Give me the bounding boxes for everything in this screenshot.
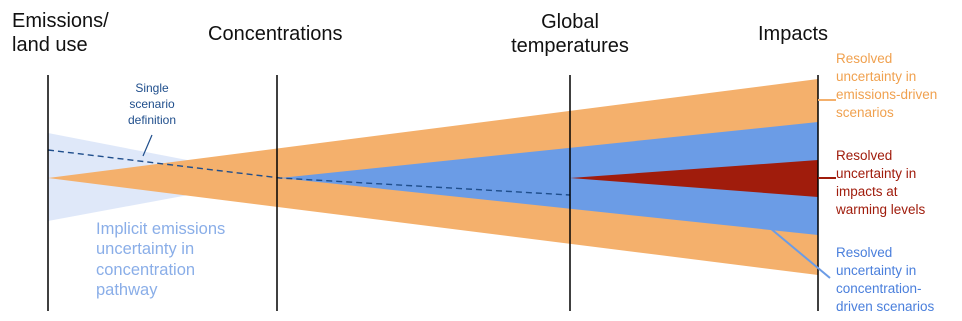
header-concentrations: Concentrations: [208, 23, 343, 45]
resolved-impacts-line-3: impacts at: [836, 183, 898, 199]
resolved-emissions-line-4: scenarios: [836, 104, 894, 120]
single-scenario-line-1: Single: [135, 81, 169, 95]
resolved-impacts-label: Resolved uncertainty in impacts at warmi…: [836, 147, 925, 219]
resolved-concentration-line-4: driven scenarios: [836, 298, 935, 314]
concentration-driven-pointer: [769, 227, 831, 279]
resolved-impacts-line-1: Resolved: [836, 148, 893, 163]
single-scenario-pointer: [142, 134, 153, 157]
resolved-concentration-label: Resolved uncertainty in concentration- d…: [836, 244, 934, 316]
header-global-temperatures: Global temperatures: [499, 10, 641, 58]
implicit-emissions-line-4: pathway: [96, 281, 158, 300]
header-emissions-line-2: land use: [12, 34, 88, 56]
header-impacts: Impacts: [758, 23, 829, 45]
resolved-concentration-line-2: uncertainty in: [836, 262, 917, 278]
single-scenario-label: Single scenario definition: [114, 80, 190, 129]
header-emissions: Emissions/ land use: [12, 9, 109, 57]
resolved-emissions-line-3: emissions-driven: [836, 86, 938, 102]
impacts-wedge: [570, 160, 818, 197]
resolved-emissions-line-2: uncertainty in: [836, 68, 917, 84]
resolved-emissions-label: Resolved uncertainty in emissions-driven…: [836, 50, 937, 122]
resolved-impacts-line-4: warming levels: [836, 201, 926, 217]
header-temperatures-line-2: temperatures: [511, 35, 629, 57]
header-emissions-line-1: Emissions/: [12, 10, 109, 32]
header-temperatures-line-1: Global: [541, 11, 599, 33]
single-scenario-line-2: scenario: [129, 97, 175, 112]
implicit-emissions-label: Implicit emissions uncertainty in concen…: [96, 219, 225, 301]
dashed-scenario-line: [47, 149, 571, 196]
resolved-emissions-line-1: Resolved: [836, 51, 893, 66]
single-scenario-line-3: definition: [127, 113, 177, 128]
resolved-impacts-line-2: uncertainty in: [836, 165, 917, 181]
implicit-emissions-line-3: concentration: [96, 260, 196, 279]
implicit-emissions-line-1: Implicit emissions: [96, 220, 226, 238]
resolved-concentration-line-3: concentration-: [836, 280, 922, 296]
resolved-concentration-line-1: Resolved: [836, 245, 893, 260]
concentration-driven-wedge: [280, 122, 818, 235]
implicit-emissions-line-2: uncertainty in: [96, 240, 195, 259]
